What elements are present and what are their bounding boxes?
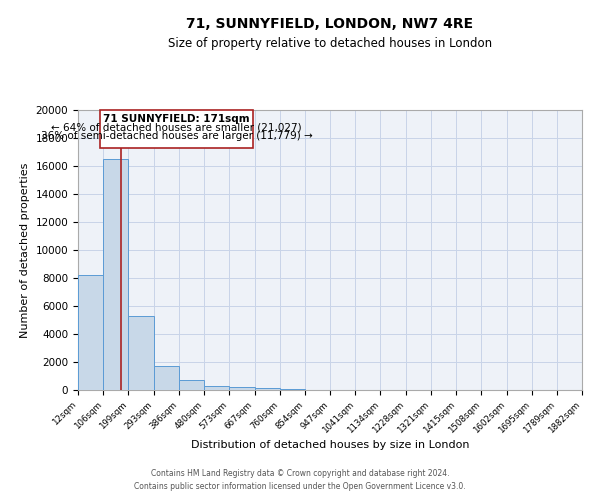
Bar: [128, 316, 154, 390]
Bar: [103, 159, 128, 390]
X-axis label: Distribution of detached houses by size in London: Distribution of detached houses by size …: [191, 440, 469, 450]
Text: 71 SUNNYFIELD: 171sqm: 71 SUNNYFIELD: 171sqm: [103, 114, 250, 124]
Bar: [78, 275, 103, 390]
Text: Contains public sector information licensed under the Open Government Licence v3: Contains public sector information licen…: [134, 482, 466, 491]
Text: Size of property relative to detached houses in London: Size of property relative to detached ho…: [168, 38, 492, 51]
Text: Contains HM Land Registry data © Crown copyright and database right 2024.: Contains HM Land Registry data © Crown c…: [151, 468, 449, 477]
Bar: [229, 387, 254, 390]
Bar: [204, 386, 229, 390]
Bar: [254, 388, 280, 390]
Bar: [280, 388, 305, 390]
Text: 71, SUNNYFIELD, LONDON, NW7 4RE: 71, SUNNYFIELD, LONDON, NW7 4RE: [187, 18, 473, 32]
Bar: [154, 366, 179, 390]
Text: 36% of semi-detached houses are larger (11,779) →: 36% of semi-detached houses are larger (…: [41, 131, 313, 141]
Text: ← 64% of detached houses are smaller (21,027): ← 64% of detached houses are smaller (21…: [51, 122, 302, 132]
FancyBboxPatch shape: [100, 110, 253, 148]
Bar: [179, 380, 204, 390]
Y-axis label: Number of detached properties: Number of detached properties: [20, 162, 30, 338]
